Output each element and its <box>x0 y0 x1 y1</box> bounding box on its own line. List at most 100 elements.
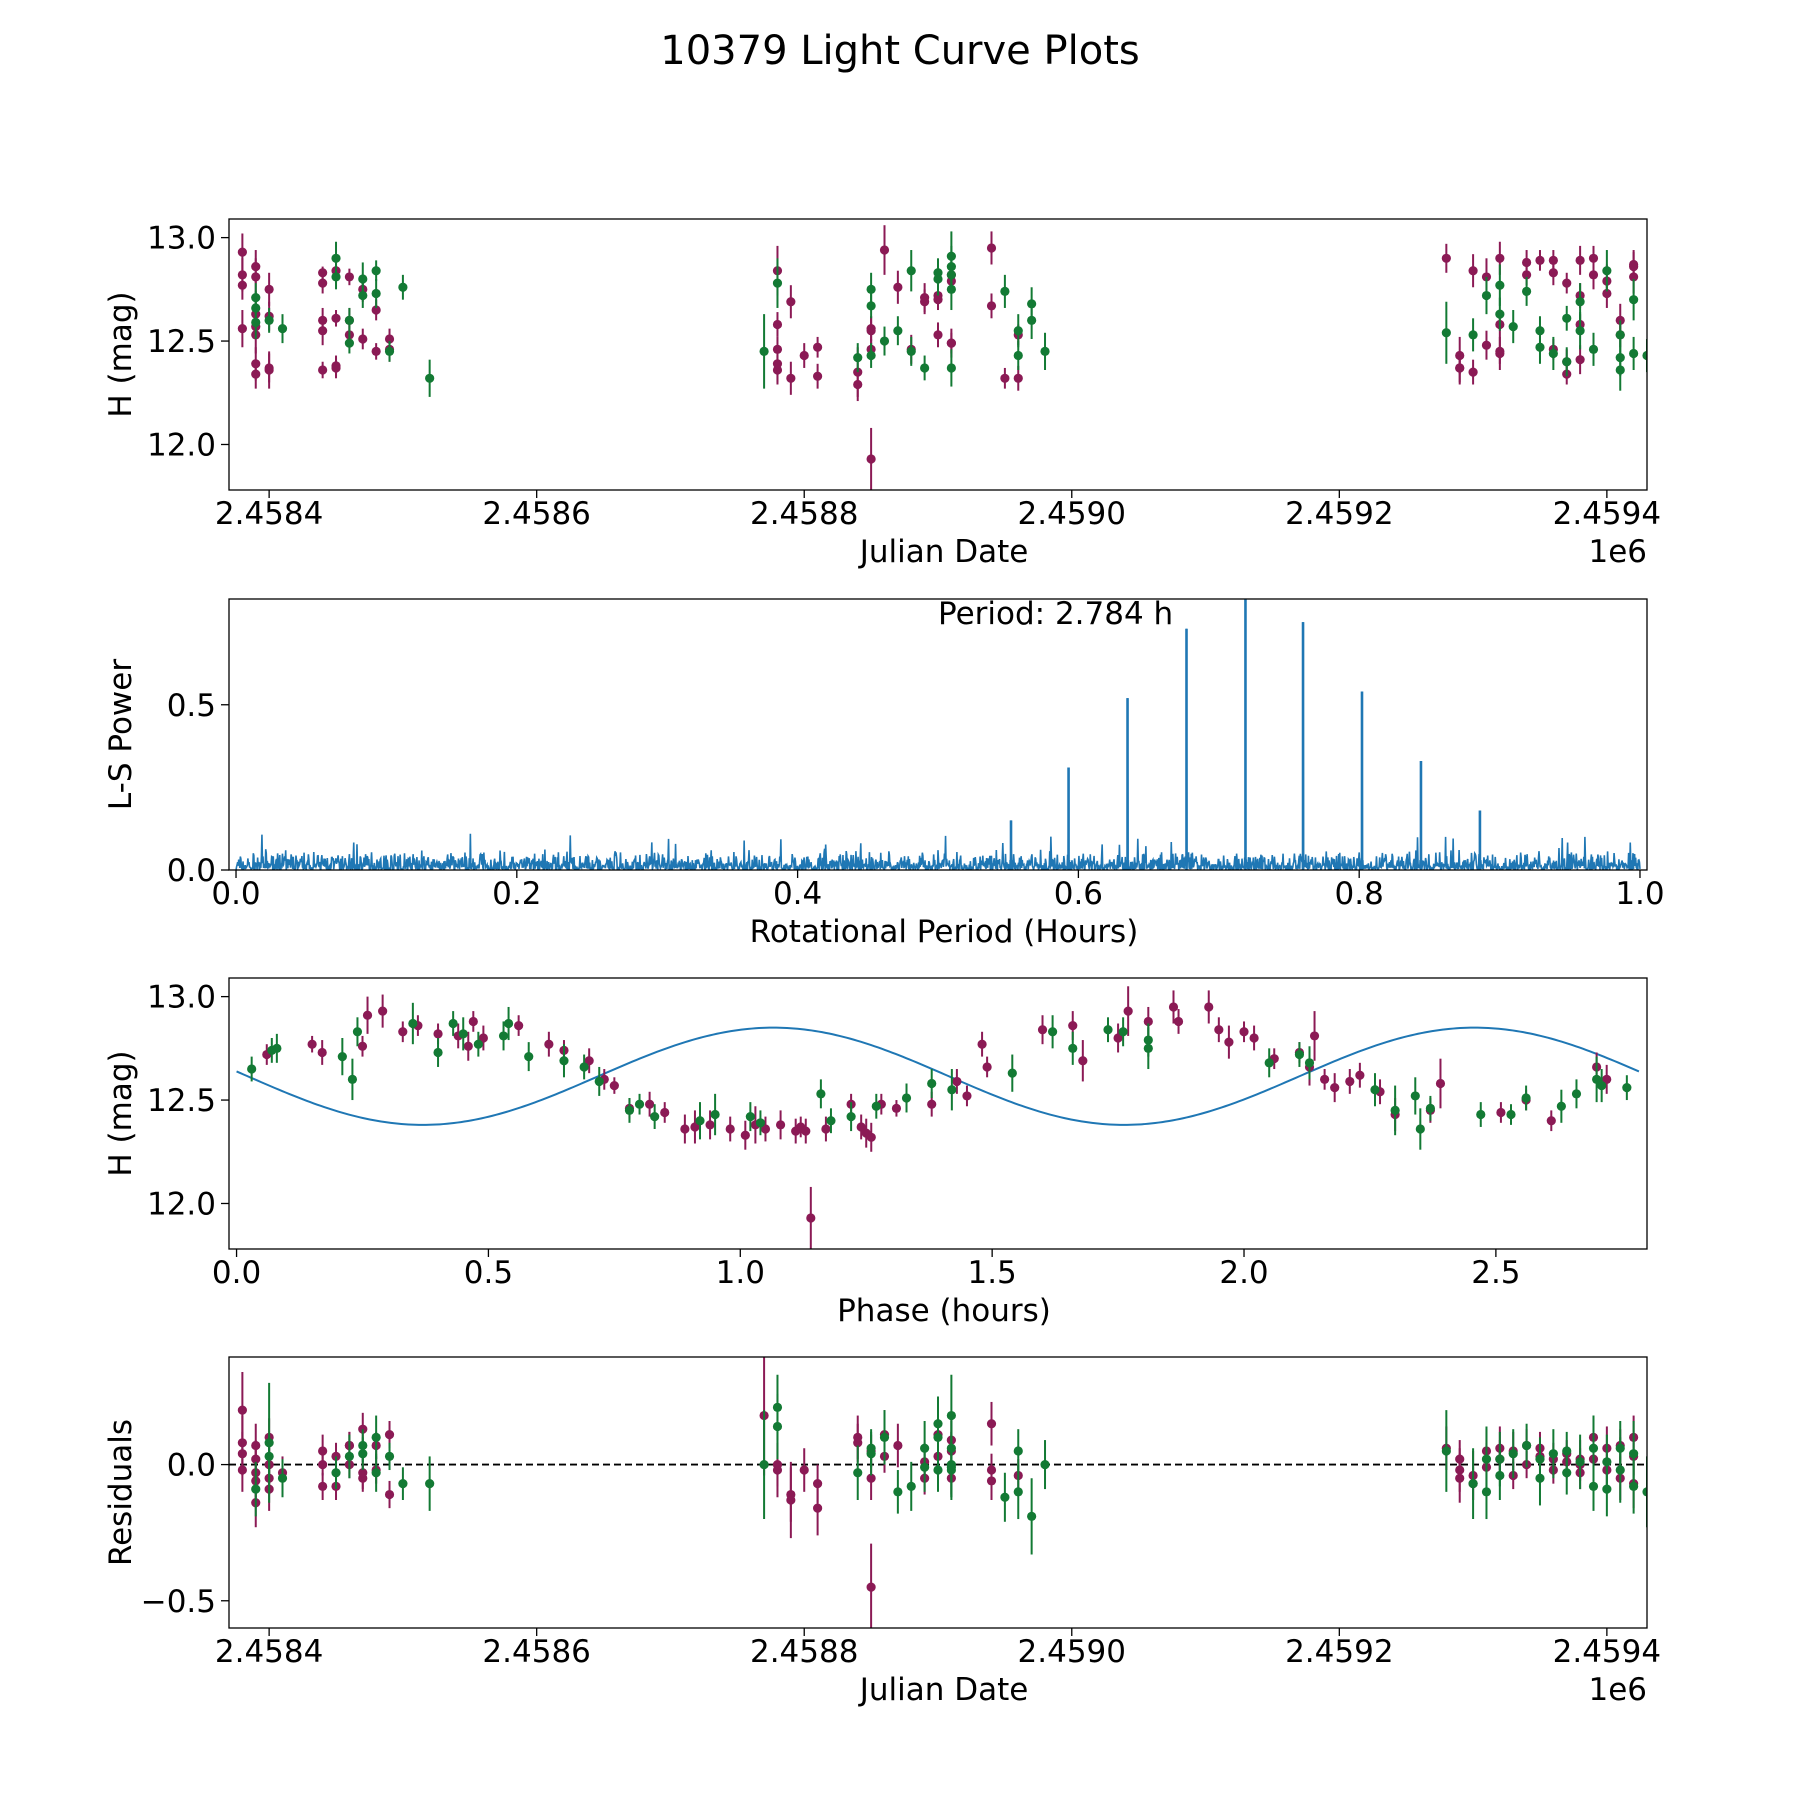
data-point <box>871 1101 881 1111</box>
data-point <box>503 1018 514 1029</box>
x-tick-label: 2.4594 <box>1553 1634 1661 1670</box>
x-tick-label: 2.4590 <box>1018 1634 1126 1670</box>
data-point <box>1575 1457 1585 1467</box>
data-point <box>524 1052 534 1062</box>
data-point <box>1027 315 1037 325</box>
data-point <box>331 253 341 263</box>
data-point <box>866 1582 876 1592</box>
y-tick-label: 13.0 <box>147 221 216 257</box>
data-point <box>1622 1083 1632 1093</box>
data-point <box>237 1405 247 1415</box>
data-point <box>1556 1101 1566 1111</box>
data-point <box>866 454 876 464</box>
data-point <box>1508 1449 1518 1459</box>
data-point <box>1013 1487 1023 1497</box>
data-point <box>371 305 381 315</box>
data-point <box>408 1018 418 1029</box>
data-point <box>933 1432 943 1442</box>
data-point <box>946 1410 956 1421</box>
data-point <box>1013 350 1023 361</box>
data-point <box>1575 355 1585 365</box>
data-point <box>893 282 903 292</box>
data-point <box>264 1438 274 1448</box>
periodogram-axes-frame <box>228 598 1648 871</box>
data-point <box>816 1089 826 1099</box>
data-point <box>1535 342 1545 352</box>
data-point <box>371 266 381 276</box>
model-fit-curve <box>236 1026 1640 1126</box>
data-point <box>1602 288 1612 299</box>
data-point <box>821 1124 831 1134</box>
data-point <box>358 274 368 284</box>
data-point <box>358 1440 368 1451</box>
y-tick-label: 0.5 <box>167 688 216 724</box>
data-point <box>318 1446 328 1456</box>
data-point <box>318 278 328 288</box>
data-point <box>1642 1487 1647 1497</box>
data-point <box>1588 1443 1599 1453</box>
data-point <box>1224 1037 1234 1047</box>
data-point <box>799 1465 809 1475</box>
x-axis-label: Julian Date <box>858 1672 1029 1708</box>
data-point <box>344 272 354 282</box>
data-point <box>251 1440 261 1451</box>
x-tick-label: 2.4586 <box>482 1634 590 1670</box>
data-point <box>251 261 261 272</box>
data-point <box>357 1041 368 1051</box>
data-point <box>1040 346 1050 356</box>
data-point <box>1007 1068 1017 1078</box>
data-point <box>946 363 956 373</box>
folded-axes-frame <box>228 977 1648 1250</box>
data-point <box>933 1465 943 1475</box>
residuals-series-green <box>251 1374 1647 1555</box>
data-point <box>1330 1083 1340 1093</box>
y-tick-label: 12.5 <box>147 324 216 360</box>
data-point <box>317 1047 327 1058</box>
data-point <box>772 1459 783 1470</box>
data-point <box>1481 290 1492 301</box>
data-point <box>1370 1085 1380 1095</box>
x-tick-label: 2.5 <box>1471 1255 1520 1291</box>
data-point <box>1562 1468 1572 1478</box>
data-point <box>251 359 261 369</box>
data-point <box>352 1027 363 1037</box>
data-point <box>237 324 247 334</box>
data-point <box>772 359 783 369</box>
y-axis-label: Residuals <box>103 1419 139 1566</box>
data-point <box>772 344 783 354</box>
data-point <box>344 338 354 348</box>
data-point <box>933 330 943 340</box>
data-point <box>946 284 956 294</box>
data-point <box>866 350 876 361</box>
data-point <box>853 379 863 390</box>
raw-axes-frame <box>228 218 1648 491</box>
data-point <box>879 336 890 346</box>
data-point <box>237 247 247 257</box>
x-tick-label: 2.0 <box>1219 1255 1268 1291</box>
x-tick-label: 2.4592 <box>1285 496 1393 532</box>
periodogram-line <box>235 599 1641 870</box>
data-point <box>264 315 274 325</box>
data-point <box>1037 1025 1048 1035</box>
x-tick-label: 2.4594 <box>1553 496 1661 532</box>
data-point <box>384 346 395 356</box>
data-point <box>318 1481 328 1491</box>
data-point <box>856 1122 866 1132</box>
data-point <box>264 363 274 373</box>
folded-panel: 0.0 0.5 1.0 1.5 2.0 2.5 12.0 12.5 13.0 Phase (hou… <box>103 977 1648 1329</box>
data-point <box>1588 270 1599 280</box>
data-point <box>680 1124 690 1134</box>
data-point <box>1629 348 1639 359</box>
data-point <box>866 326 876 336</box>
residuals-plot-area <box>229 1357 1647 1628</box>
data-point <box>559 1056 569 1066</box>
data-point <box>906 1481 916 1491</box>
data-point <box>514 1020 524 1031</box>
x-tick-label: 0.2 <box>492 876 541 912</box>
data-point <box>1602 266 1612 276</box>
data-point <box>1143 1043 1153 1053</box>
data-point <box>893 326 903 336</box>
data-point <box>946 251 956 261</box>
data-point <box>1013 1446 1023 1456</box>
period-annotation: Period: 2.784 h <box>938 596 1173 632</box>
